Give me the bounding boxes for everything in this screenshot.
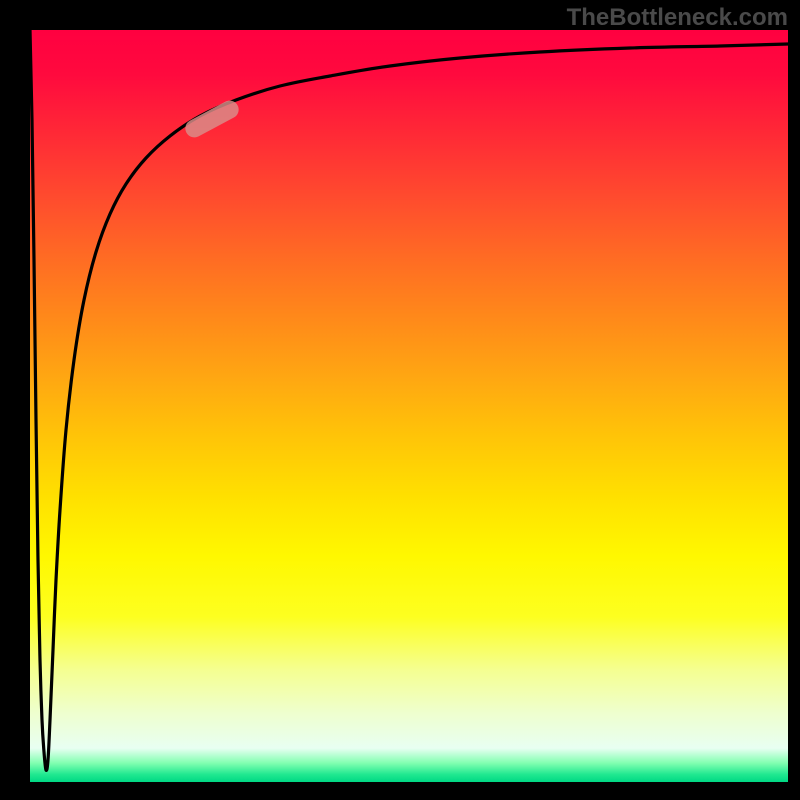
figure-root: TheBottleneck.com <box>0 0 800 800</box>
plot-area <box>30 30 788 782</box>
heatmap-gradient <box>30 30 788 782</box>
attribution-text: TheBottleneck.com <box>567 4 788 32</box>
